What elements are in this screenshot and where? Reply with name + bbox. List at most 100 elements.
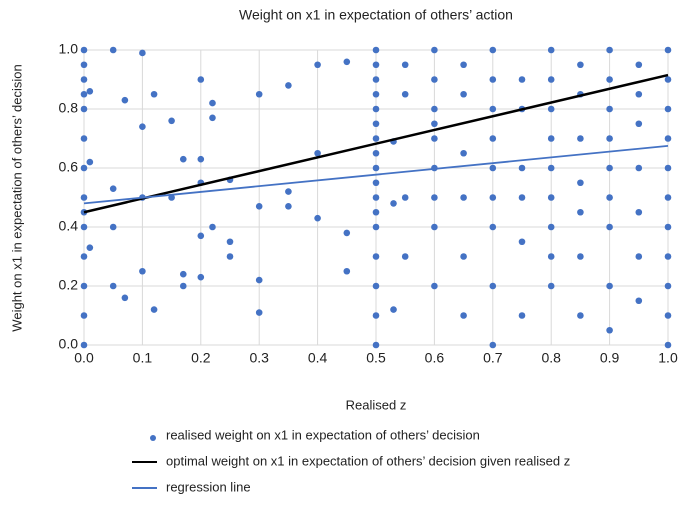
scatter-point xyxy=(314,214,321,222)
scatter-point xyxy=(606,223,613,231)
scatter-point xyxy=(168,194,175,201)
scatter-point xyxy=(664,223,672,231)
scatter-point xyxy=(179,282,187,290)
scatter-point xyxy=(86,158,94,166)
scatter-point xyxy=(635,297,643,305)
scatter-point xyxy=(635,61,643,69)
scatter-point xyxy=(314,149,321,157)
chart-title: Weight on x1 in expectation of others’ a… xyxy=(239,7,513,23)
scatter-point xyxy=(109,223,117,231)
scatter-point xyxy=(489,164,497,172)
scatter-point xyxy=(664,194,672,201)
scatter-point xyxy=(577,312,584,319)
scatter-point xyxy=(139,267,146,275)
scatter-point xyxy=(635,164,643,172)
scatter-point xyxy=(635,253,643,260)
scatter-point xyxy=(197,155,205,163)
x-tick-label: 1.0 xyxy=(658,350,678,366)
scatter-point xyxy=(518,194,526,201)
scatter-point xyxy=(547,194,555,201)
scatter-point xyxy=(635,208,643,216)
scatter-point xyxy=(179,155,187,163)
scatter-point xyxy=(150,306,158,313)
line xyxy=(83,73,669,214)
scatter-point xyxy=(431,76,438,83)
scatter-point xyxy=(121,96,129,104)
scatter-point xyxy=(547,105,555,113)
scatter-point xyxy=(635,90,643,98)
scatter-point xyxy=(372,76,380,83)
scatter-point xyxy=(460,194,467,201)
scatter-point xyxy=(139,49,146,57)
x-tick-label: 0.1 xyxy=(133,350,153,366)
scatter-point xyxy=(664,164,672,172)
x-tick-label: 0.5 xyxy=(366,350,386,366)
scatter-point xyxy=(518,312,526,319)
scatter-point xyxy=(431,223,438,231)
scatter-point xyxy=(401,90,409,98)
scatter-point xyxy=(460,312,467,319)
scatter-point xyxy=(179,270,187,278)
scatter-point xyxy=(80,282,88,290)
scatter-point xyxy=(197,232,205,240)
scatter-point xyxy=(343,267,351,275)
scatter-point xyxy=(109,185,117,192)
scatter-point xyxy=(80,253,88,260)
x-tick-label: 0.9 xyxy=(600,350,620,366)
scatter-point xyxy=(489,194,497,201)
scatter-point xyxy=(86,244,94,251)
scatter-point xyxy=(401,253,409,260)
scatter-point xyxy=(489,341,497,349)
x-tick-label: 0.2 xyxy=(191,350,211,366)
scatter-point xyxy=(80,341,88,349)
scatter-point xyxy=(547,46,555,54)
scatter-point xyxy=(80,90,88,98)
scatter-point xyxy=(109,282,117,290)
x-tick-label: 0.0 xyxy=(74,350,94,366)
scatter-point xyxy=(209,223,216,231)
scatter-point xyxy=(489,223,497,231)
scatter-point xyxy=(431,105,438,113)
scatter-point xyxy=(343,58,351,66)
legend-marker xyxy=(150,435,156,441)
scatter-point xyxy=(460,61,467,69)
scatter-point xyxy=(606,326,613,334)
scatter-point xyxy=(80,46,88,54)
scatter-point xyxy=(664,76,672,83)
x-tick-label: 0.3 xyxy=(249,350,269,366)
x-tick-label: 0.7 xyxy=(483,350,503,366)
scatter-point xyxy=(460,149,467,157)
scatter-point xyxy=(606,46,613,54)
scatter-point xyxy=(401,61,409,69)
y-tick-label: 0.0 xyxy=(59,336,79,352)
scatter-point xyxy=(372,208,380,216)
scatter-point xyxy=(431,46,438,54)
scatter-point xyxy=(606,282,613,290)
scatter-point xyxy=(547,223,555,231)
legend-label: regression line xyxy=(166,479,251,494)
scatter-point xyxy=(139,123,146,130)
scatter-point xyxy=(489,76,497,83)
scatter-point xyxy=(606,76,613,83)
y-tick-label: 1.0 xyxy=(59,41,79,57)
scatter-point xyxy=(606,135,613,142)
y-axis-label: Weight on x1 in expectation of others’ d… xyxy=(9,64,24,331)
scatter-point xyxy=(372,194,380,201)
scatter-point xyxy=(664,253,672,260)
scatter-point xyxy=(209,114,216,122)
scatter-point xyxy=(372,149,380,157)
scatter-point xyxy=(197,76,205,83)
scatter-point xyxy=(518,164,526,172)
scatter-point xyxy=(401,194,409,201)
scatter-point xyxy=(80,135,88,142)
scatter-point xyxy=(209,99,216,107)
scatter-point xyxy=(372,90,380,98)
scatter-point xyxy=(343,229,351,237)
scatter-point xyxy=(285,188,292,195)
scatter-point xyxy=(80,164,88,172)
scatter-point xyxy=(121,294,129,302)
scatter-point xyxy=(197,273,205,281)
scatter-point xyxy=(547,253,555,260)
scatter-point xyxy=(80,312,88,319)
scatter-point xyxy=(372,312,380,319)
